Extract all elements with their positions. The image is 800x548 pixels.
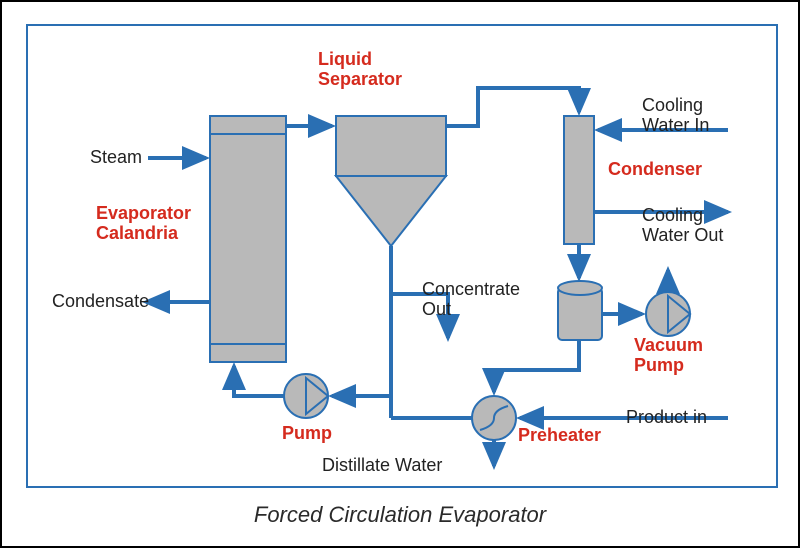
label-steam: Steam: [90, 148, 142, 168]
diagram-caption: Forced Circulation Evaporator: [2, 502, 798, 528]
label-preheater: Preheater: [518, 426, 601, 446]
label-evaporator: Evaporator Calandria: [96, 204, 191, 244]
label-concentrate: Concentrate Out: [422, 280, 520, 320]
label-condenser: Condenser: [608, 160, 702, 180]
label-pump: Pump: [282, 424, 332, 444]
label-cooling-out: Cooling Water Out: [642, 206, 723, 246]
label-cooling-in: Cooling Water In: [642, 96, 709, 136]
diagram-frame: Liquid Separator Evaporator Calandria Co…: [0, 0, 800, 548]
label-condensate: Condensate: [52, 292, 149, 312]
diagram-inner: Liquid Separator Evaporator Calandria Co…: [26, 24, 778, 488]
label-liquid-separator: Liquid Separator: [318, 50, 402, 90]
label-product-in: Product in: [626, 408, 707, 428]
label-vacuum-pump: Vacuum Pump: [634, 336, 703, 376]
label-distillate: Distillate Water: [322, 456, 442, 476]
